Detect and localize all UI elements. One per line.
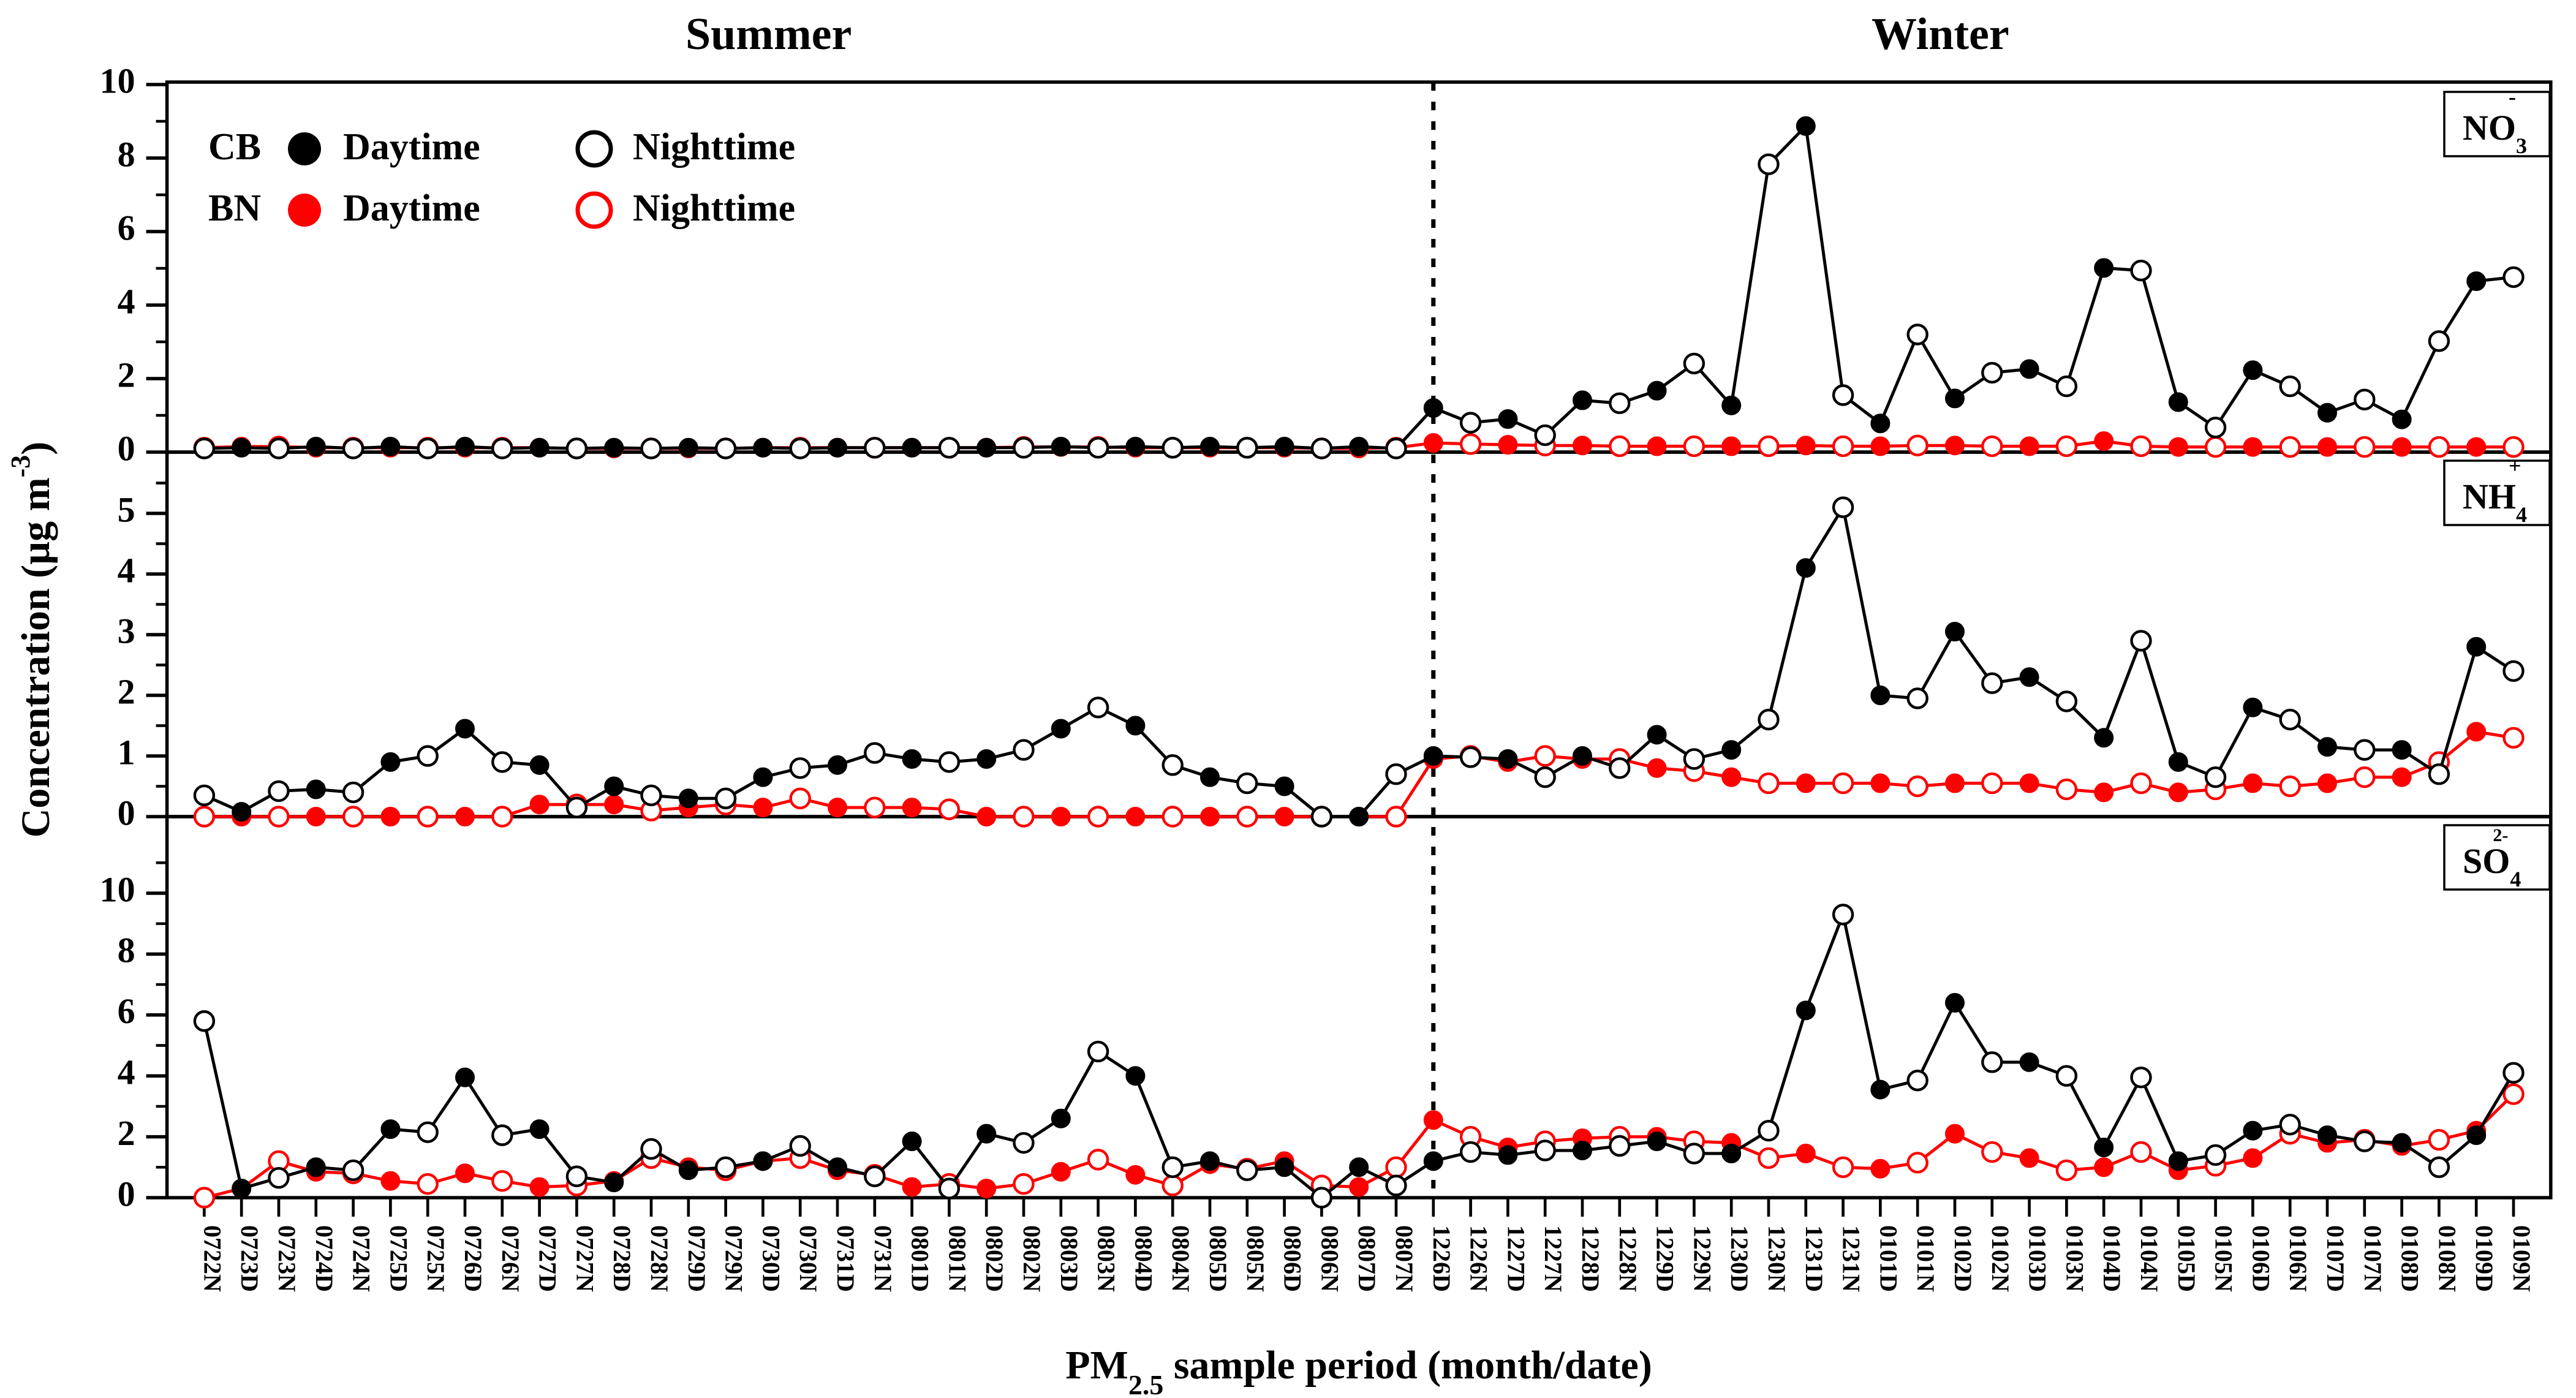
svg-text:0104N: 0104N <box>2136 1225 2163 1292</box>
svg-text:Winter: Winter <box>1872 9 2009 59</box>
svg-text:0105D: 0105D <box>2173 1225 2200 1292</box>
svg-text:0103D: 0103D <box>2024 1225 2052 1292</box>
svg-text:0802N: 0802N <box>1018 1225 1046 1292</box>
svg-text:0730N: 0730N <box>795 1225 822 1292</box>
svg-text:0806N: 0806N <box>1316 1225 1343 1292</box>
svg-text:0728N: 0728N <box>646 1225 673 1292</box>
svg-text:Summer: Summer <box>686 9 852 59</box>
svg-text:0: 0 <box>118 793 135 833</box>
svg-text:0803D: 0803D <box>1056 1225 1083 1292</box>
svg-text:1230N: 1230N <box>1763 1225 1791 1292</box>
svg-text:0807N: 0807N <box>1391 1225 1418 1292</box>
svg-text:Nighttime: Nighttime <box>633 126 795 168</box>
svg-text:0727N: 0727N <box>571 1225 599 1292</box>
svg-text:1229N: 1229N <box>1688 1225 1716 1292</box>
svg-text:0727D: 0727D <box>534 1225 562 1292</box>
svg-text:Daytime: Daytime <box>343 126 480 168</box>
svg-text:0104D: 0104D <box>2098 1225 2126 1292</box>
svg-text:6: 6 <box>118 991 135 1031</box>
svg-text:6: 6 <box>118 208 135 247</box>
svg-text:0106D: 0106D <box>2247 1225 2275 1292</box>
svg-text:0107D: 0107D <box>2322 1225 2349 1292</box>
svg-text:0730D: 0730D <box>757 1225 785 1292</box>
svg-text:BN: BN <box>208 187 261 229</box>
svg-text:2: 2 <box>118 355 135 395</box>
svg-text:0105N: 0105N <box>2210 1225 2238 1292</box>
svg-text:0731N: 0731N <box>869 1225 897 1292</box>
svg-text:0102N: 0102N <box>1987 1225 2014 1292</box>
svg-text:0805D: 0805D <box>1204 1225 1232 1292</box>
svg-text:5: 5 <box>118 489 135 529</box>
svg-text:0803N: 0803N <box>1093 1225 1120 1292</box>
svg-text:0101N: 0101N <box>1912 1225 1940 1292</box>
svg-text:0802D: 0802D <box>981 1225 1008 1292</box>
svg-text:0804D: 0804D <box>1130 1225 1157 1292</box>
svg-text:0108D: 0108D <box>2397 1225 2424 1292</box>
svg-text:0: 0 <box>118 1174 135 1214</box>
svg-text:0101D: 0101D <box>1875 1225 1902 1292</box>
svg-text:0805N: 0805N <box>1242 1225 1269 1292</box>
svg-text:0729N: 0729N <box>720 1225 748 1292</box>
svg-text:4: 4 <box>118 281 135 321</box>
svg-text:0807D: 0807D <box>1353 1225 1381 1292</box>
svg-text:0801N: 0801N <box>943 1225 971 1292</box>
svg-text:8: 8 <box>118 931 135 970</box>
svg-text:10: 10 <box>100 869 135 909</box>
svg-text:0: 0 <box>118 428 135 468</box>
svg-text:1228N: 1228N <box>1614 1225 1642 1292</box>
svg-text:0804N: 0804N <box>1167 1225 1195 1292</box>
svg-text:0729D: 0729D <box>683 1225 711 1292</box>
svg-text:0724N: 0724N <box>348 1225 376 1292</box>
svg-text:0109D: 0109D <box>2471 1225 2498 1292</box>
svg-text:0725N: 0725N <box>422 1225 450 1292</box>
svg-text:0722N: 0722N <box>198 1225 226 1292</box>
svg-text:0725D: 0725D <box>385 1225 412 1292</box>
svg-text:Nighttime: Nighttime <box>633 187 795 229</box>
svg-text:1227N: 1227N <box>1539 1225 1567 1292</box>
svg-text:2: 2 <box>118 1113 135 1153</box>
svg-text:Daytime: Daytime <box>343 187 480 229</box>
svg-text:0806D: 0806D <box>1279 1225 1307 1292</box>
svg-text:1227D: 1227D <box>1502 1225 1530 1292</box>
svg-text:Concentration (µg m-3): Concentration (µg m-3) <box>6 442 58 838</box>
svg-text:8: 8 <box>118 134 135 174</box>
svg-text:CB: CB <box>208 126 261 168</box>
svg-text:0726N: 0726N <box>497 1225 524 1292</box>
svg-text:1230D: 1230D <box>1726 1225 1753 1292</box>
svg-text:1231N: 1231N <box>1838 1225 1865 1292</box>
svg-text:1229D: 1229D <box>1652 1225 1679 1292</box>
svg-text:4: 4 <box>118 1052 135 1092</box>
svg-text:0724D: 0724D <box>311 1225 338 1292</box>
svg-text:1226D: 1226D <box>1428 1225 1456 1292</box>
svg-text:1228D: 1228D <box>1577 1225 1604 1292</box>
svg-text:0109N: 0109N <box>2508 1225 2536 1292</box>
svg-text:0728D: 0728D <box>608 1225 636 1292</box>
svg-text:0723N: 0723N <box>273 1225 301 1292</box>
svg-text:3: 3 <box>118 611 135 651</box>
svg-text:0108N: 0108N <box>2433 1225 2461 1292</box>
svg-text:10: 10 <box>100 61 135 100</box>
svg-text:1: 1 <box>118 732 135 772</box>
svg-text:4: 4 <box>118 550 135 590</box>
svg-text:0102D: 0102D <box>1949 1225 1977 1292</box>
svg-text:0731D: 0731D <box>832 1225 859 1292</box>
svg-text:0723D: 0723D <box>236 1225 263 1292</box>
svg-text:2: 2 <box>118 671 135 711</box>
svg-text:0106N: 0106N <box>2284 1225 2312 1292</box>
svg-text:0726D: 0726D <box>459 1225 487 1292</box>
svg-text:1226N: 1226N <box>1465 1225 1493 1292</box>
svg-text:0107N: 0107N <box>2359 1225 2387 1292</box>
svg-text:1231D: 1231D <box>1800 1225 1828 1292</box>
svg-text:0801D: 0801D <box>907 1225 934 1292</box>
svg-text:0103N: 0103N <box>2061 1225 2088 1292</box>
